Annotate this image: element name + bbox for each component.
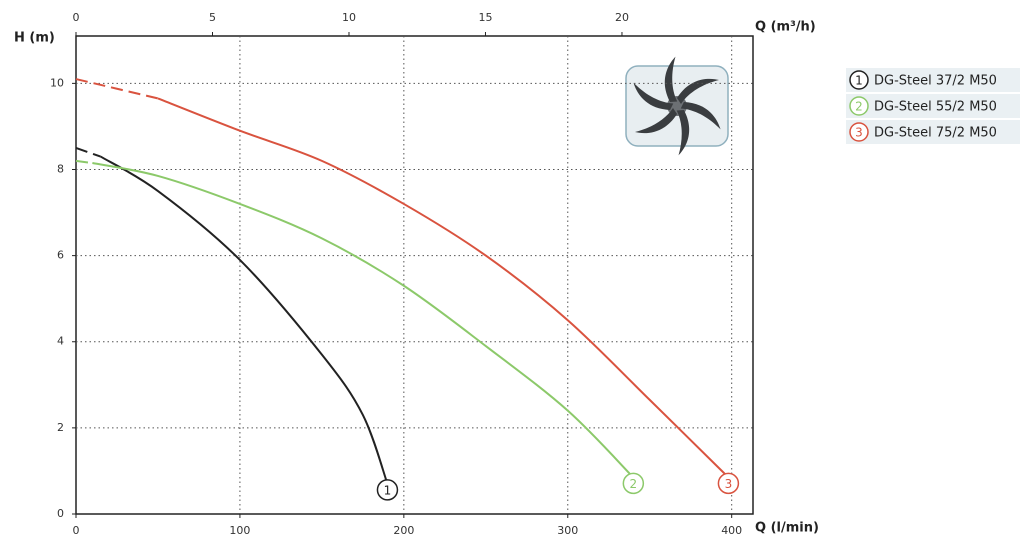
curve-dashed xyxy=(75,78,159,100)
y-tick-label: 2 xyxy=(57,421,64,434)
curve-end-label: 1 xyxy=(384,483,392,497)
x-tick-label: 300 xyxy=(557,524,578,537)
curve-end-badge xyxy=(376,479,399,501)
y-tick-label: 10 xyxy=(50,76,64,89)
curve xyxy=(157,97,730,479)
legend-badge xyxy=(849,122,869,142)
legend-label: DG-Steel 75/2 M50 xyxy=(874,126,997,141)
legend-label: DG-Steel 37/2 M50 xyxy=(874,74,997,89)
legend-badge xyxy=(849,70,869,90)
x-tick-label: 200 xyxy=(393,524,414,537)
legend-bg xyxy=(846,120,1020,144)
x2-tick-label: 10 xyxy=(342,11,356,24)
y-axis-title: H (m) xyxy=(14,31,55,46)
x-tick-label: 100 xyxy=(229,524,250,537)
legend-bg xyxy=(846,94,1020,118)
curve xyxy=(92,162,635,479)
x2-axis-title: Q (m³/h) xyxy=(755,20,816,35)
plot-frame xyxy=(75,35,754,515)
legend-bg xyxy=(846,68,1020,92)
curve-dashed xyxy=(75,147,101,158)
curve-end-badge xyxy=(717,472,740,495)
curve-end-label: 3 xyxy=(725,477,733,491)
legend-badge-label: 1 xyxy=(855,74,863,88)
x2-tick-label: 5 xyxy=(209,11,216,24)
x2-tick-label: 20 xyxy=(615,11,629,24)
x-tick-label: 400 xyxy=(721,524,742,537)
y-tick-label: 4 xyxy=(57,335,64,348)
curve-end-badge xyxy=(622,472,645,495)
x2-tick-label: 15 xyxy=(478,11,492,24)
impeller-image xyxy=(625,56,729,156)
y-tick-label: 0 xyxy=(57,507,64,520)
curve-end-label: 2 xyxy=(630,477,638,491)
legend-badge xyxy=(849,96,869,116)
curve-dashed xyxy=(75,159,93,165)
legend-badge-label: 2 xyxy=(855,100,863,114)
x-tick-label: 0 xyxy=(73,524,80,537)
x2-tick-label: 0 xyxy=(73,11,80,24)
legend-label: DG-Steel 55/2 M50 xyxy=(874,100,997,115)
y-tick-label: 8 xyxy=(57,162,64,175)
curve xyxy=(100,155,389,485)
x-axis-title: Q (l/min) xyxy=(755,521,819,536)
y-tick-label: 6 xyxy=(57,249,64,262)
legend-badge-label: 3 xyxy=(855,126,863,140)
